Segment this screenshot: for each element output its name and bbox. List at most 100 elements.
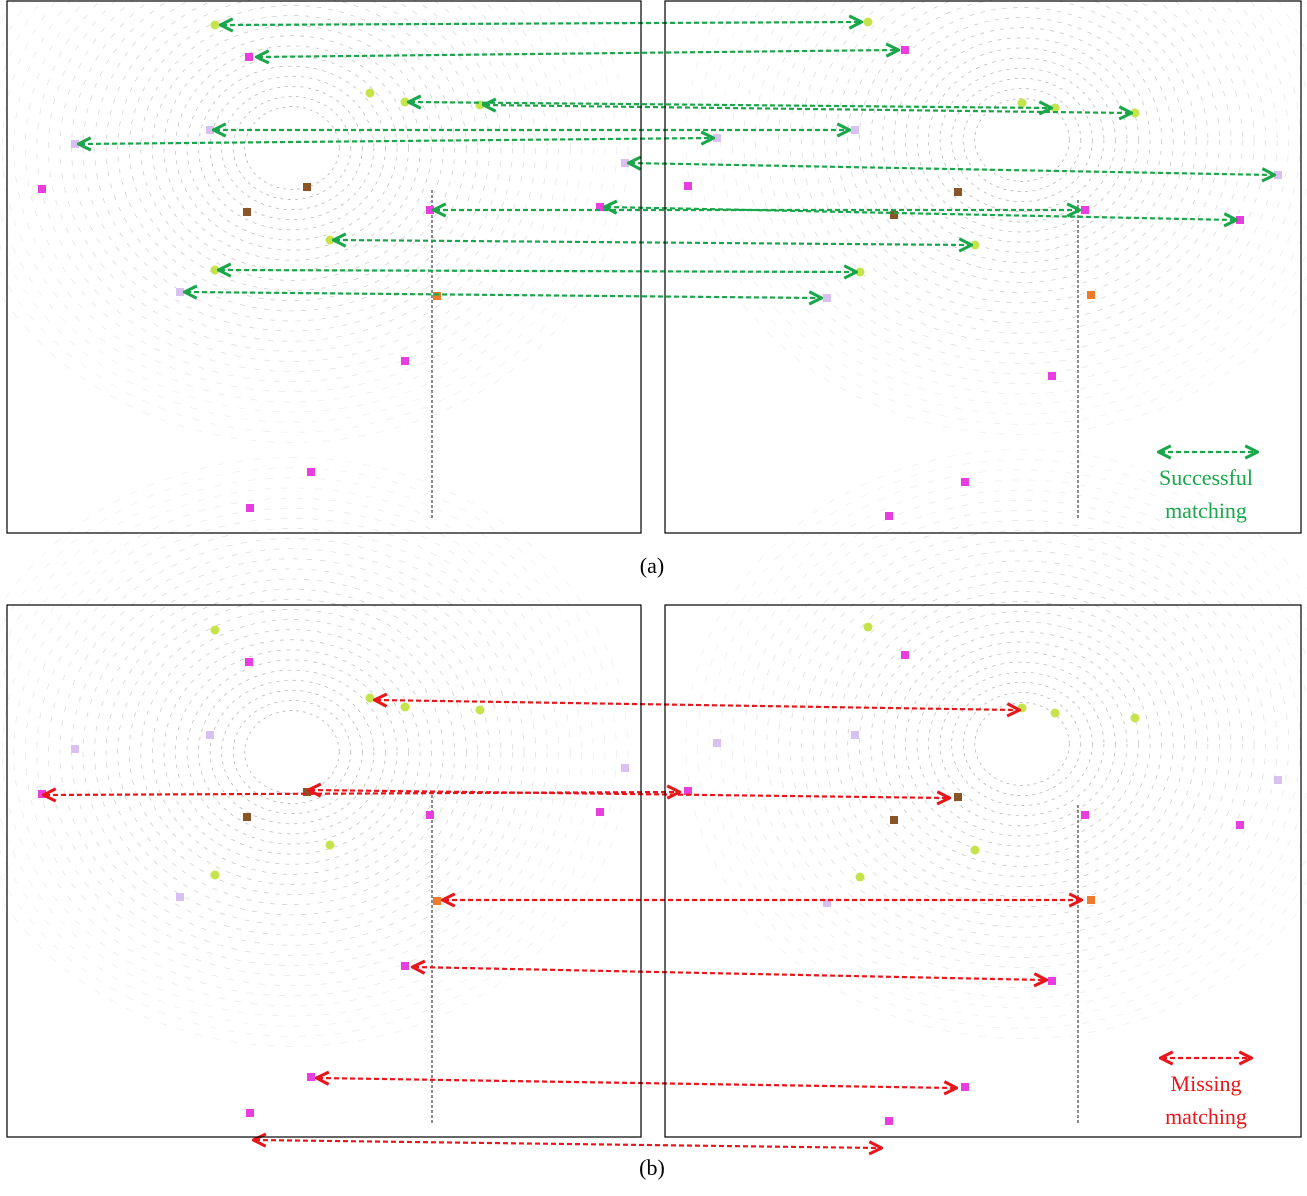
marker (211, 266, 220, 275)
scan-ring (0, 0, 628, 442)
marker (901, 651, 909, 659)
marker (901, 46, 909, 54)
match-arrow (255, 1140, 880, 1148)
scan-ring (709, 0, 1307, 414)
marker (621, 764, 629, 772)
marker (1048, 977, 1056, 985)
match-arrow (258, 50, 897, 57)
scan-ring (0, 0, 605, 422)
marker (245, 658, 253, 666)
scan-hole (252, 716, 332, 788)
marker (246, 504, 254, 512)
match-arrow (376, 700, 1018, 710)
marker (1048, 372, 1056, 380)
marker (433, 292, 441, 300)
marker (176, 288, 184, 296)
marker (366, 694, 375, 703)
marker (1274, 171, 1282, 179)
marker (307, 1073, 315, 1081)
marker (401, 962, 409, 970)
scan-ring (698, 0, 1307, 424)
scan-hole (252, 112, 332, 184)
marker (864, 18, 873, 27)
scan-ring (2, 0, 582, 402)
figure: Successful matching (a) Missing matching… (0, 0, 1307, 1196)
match-arrow (630, 163, 1273, 175)
match-arrow (414, 967, 1045, 980)
marker (961, 1083, 969, 1091)
marker (245, 53, 253, 61)
marker (38, 185, 46, 193)
scan-ring (721, 0, 1307, 404)
marker (71, 745, 79, 753)
marker (823, 294, 831, 302)
frame (7, 605, 641, 1137)
marker (433, 897, 441, 905)
marker (851, 731, 859, 739)
legend-text: Missing (1171, 1071, 1242, 1096)
marker (401, 703, 410, 712)
marker (1081, 206, 1089, 214)
legend-text: Successful (1159, 465, 1253, 490)
marker (38, 790, 46, 798)
scan-hole (982, 708, 1062, 780)
marker (885, 1117, 893, 1125)
marker (246, 1109, 254, 1117)
marker (1018, 99, 1027, 108)
marker (326, 236, 335, 245)
marker (1051, 709, 1060, 718)
marker (176, 893, 184, 901)
marker (366, 89, 375, 98)
marker (71, 140, 79, 148)
match-arrow (335, 240, 970, 245)
scan-ring (755, 0, 1288, 374)
marker (961, 478, 969, 486)
scan-ring (14, 0, 571, 392)
legend-text: matching (1165, 498, 1247, 523)
match-arrow (318, 1078, 955, 1088)
marker (621, 159, 629, 167)
marker (426, 206, 434, 214)
marker (864, 623, 873, 632)
marker (211, 871, 220, 880)
scan-ring (778, 0, 1265, 353)
marker (954, 188, 962, 196)
marker (1018, 704, 1027, 713)
match-arrow (186, 292, 820, 298)
marker (1236, 216, 1244, 224)
legend-text: matching (1165, 1104, 1247, 1129)
scan-ring (0, 0, 616, 432)
marker (401, 357, 409, 365)
caption: (b) (639, 1155, 665, 1180)
marker (303, 183, 311, 191)
scan-hole (982, 104, 1062, 176)
marker (211, 626, 220, 635)
scan-ring (767, 0, 1277, 364)
marker (206, 126, 214, 134)
marker (954, 793, 962, 801)
marker (971, 846, 980, 855)
marker (476, 706, 485, 715)
frame (665, 1, 1301, 533)
marker (856, 873, 865, 882)
marker (243, 813, 251, 821)
scan-ring (0, 0, 593, 412)
marker (1131, 714, 1140, 723)
marker (326, 841, 335, 850)
marker (851, 126, 859, 134)
marker (211, 21, 220, 30)
marker (243, 208, 251, 216)
match-arrow (80, 138, 712, 144)
marker (890, 816, 898, 824)
marker (856, 268, 865, 277)
marker (713, 134, 721, 142)
marker (885, 512, 893, 520)
caption: (a) (640, 553, 664, 578)
marker (596, 808, 604, 816)
marker (971, 241, 980, 250)
scan-ring (744, 0, 1301, 384)
marker (307, 468, 315, 476)
marker (426, 811, 434, 819)
frame (7, 1, 641, 533)
marker (1131, 109, 1140, 118)
